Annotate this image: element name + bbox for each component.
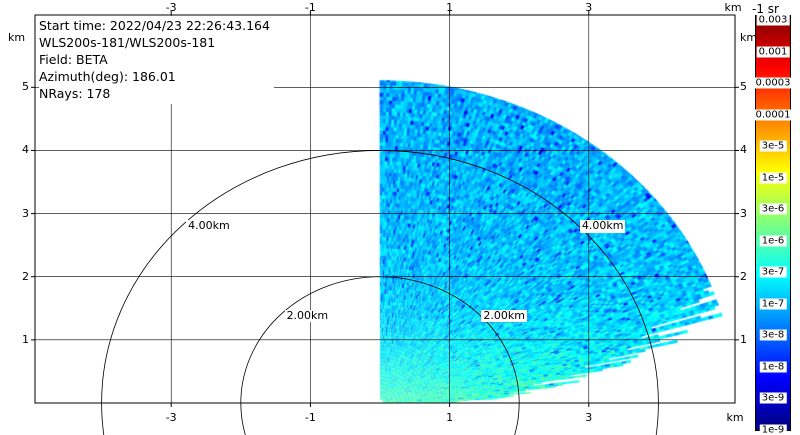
range-ring-label: 2.00km (481, 308, 527, 322)
y-tick-label-right: 5 (740, 80, 747, 94)
y-tick-label-left: 3 (22, 206, 29, 220)
range-ring-label: 4.00km (579, 219, 626, 233)
info-line: WLS200s-181/WLS200s-181 (39, 35, 216, 50)
y-tick-label-left: 2 (22, 269, 29, 283)
colorbar-tick-label: 3e-7 (759, 266, 787, 278)
range-ring-label: 4.00km (186, 219, 232, 233)
x-tick-label-top: 1 (446, 1, 454, 14)
range-ring-label: 2.00km (284, 308, 331, 322)
colorbar-tick-label: 1e-8 (759, 361, 787, 373)
colorbar-tick-label: 0.003 (756, 14, 790, 26)
info-line: Azimuth(deg): 186.01 (39, 69, 176, 84)
colorbar-tick-label: 1e-9 (759, 424, 787, 435)
info-line: NRays: 178 (39, 86, 111, 101)
x-tick-label-top: -1 (304, 1, 316, 14)
range-ring (240, 276, 520, 435)
info-panel: Start time: 2022/04/23 22:26:43.164 WLS20… (39, 16, 274, 104)
y-tick-label-left: 4 (22, 143, 29, 157)
x-tick-label-top: -3 (165, 1, 177, 14)
colorbar-tick-label: 0.0001 (753, 109, 793, 121)
colorbar-tick-label: 3e-6 (759, 203, 787, 215)
colorbar-tick-label: 0.0003 (753, 77, 793, 89)
y-tick-label-right: 2 (740, 269, 747, 283)
x-tick-label-bottom: 1 (446, 411, 454, 424)
x-tick-label-top: 3 (585, 1, 593, 14)
y-axis-unit-left: km (8, 31, 26, 44)
colorbar-tick-label: 0.001 (756, 46, 790, 58)
colorbar-tick-label: 1e-7 (759, 298, 787, 310)
x-tick-label-bottom: -3 (165, 411, 177, 424)
colorbar-tick-label: 1e-5 (759, 172, 787, 184)
y-tick-label-left: 1 (22, 332, 29, 346)
y-tick-label-right: 4 (740, 143, 747, 157)
x-axis-unit-bottom: km (726, 411, 744, 424)
y-axis-unit-right: km (740, 31, 758, 44)
colorbar-tick-label: 1e-6 (759, 235, 787, 247)
y-tick-label-right: 1 (740, 332, 747, 346)
info-line: Start time: 2022/04/23 22:26:43.164 (39, 18, 270, 33)
x-tick-label-bottom: -1 (304, 411, 316, 424)
x-tick-label-bottom: 3 (585, 411, 593, 424)
info-line: Field: BETA (39, 52, 108, 67)
plot-frame (34, 14, 736, 404)
colorbar-title: -1 sr (752, 2, 779, 16)
range-ring (101, 150, 659, 435)
colorbar-tick-label: 3e-5 (759, 140, 787, 152)
x-axis-unit-top: km (724, 1, 742, 14)
colorbar-tick-label: 3e-8 (759, 329, 787, 341)
colorbar-tick-label: 3e-9 (759, 392, 787, 404)
y-tick-label-left: 5 (22, 80, 29, 94)
y-tick-label-right: 3 (740, 206, 747, 220)
